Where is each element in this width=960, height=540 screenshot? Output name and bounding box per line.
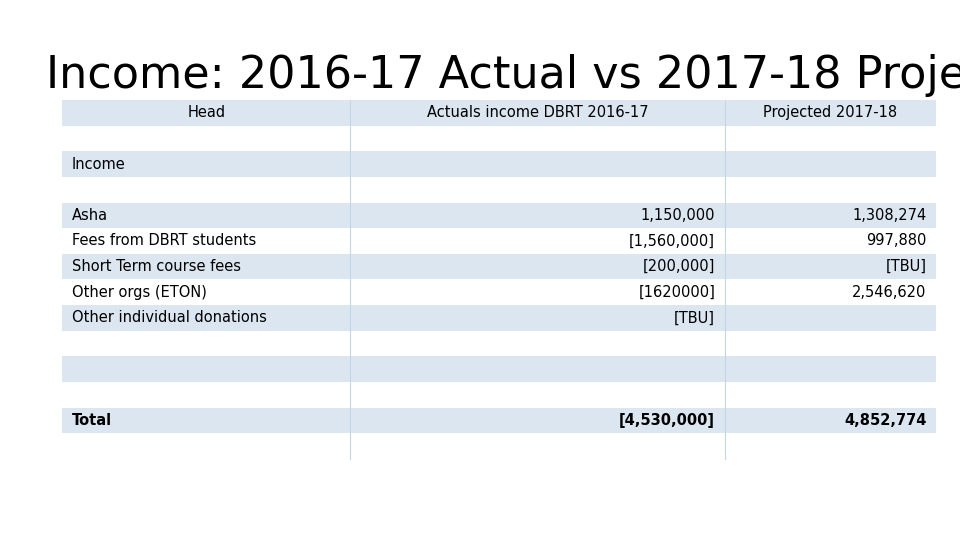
Text: Projected 2017-18: Projected 2017-18 xyxy=(763,105,898,120)
Bar xyxy=(62,330,936,356)
Text: [TBU]: [TBU] xyxy=(674,310,715,326)
Text: 4,852,774: 4,852,774 xyxy=(844,413,926,428)
Bar xyxy=(62,228,936,254)
Text: Short Term course fees: Short Term course fees xyxy=(72,259,241,274)
Bar xyxy=(62,434,936,459)
Text: Head: Head xyxy=(187,105,226,120)
Bar xyxy=(62,151,936,177)
Bar xyxy=(62,305,936,330)
Text: Fees from DBRT students: Fees from DBRT students xyxy=(72,233,256,248)
Bar xyxy=(62,177,936,202)
Text: Income: Income xyxy=(72,157,126,172)
Bar xyxy=(62,100,936,126)
Text: 1,308,274: 1,308,274 xyxy=(852,208,926,223)
Text: Income: 2016-17 Actual vs 2017-18 Projected: Income: 2016-17 Actual vs 2017-18 Projec… xyxy=(46,54,960,97)
Bar xyxy=(62,382,936,408)
Bar xyxy=(62,356,936,382)
Text: 1,150,000: 1,150,000 xyxy=(640,208,715,223)
Bar xyxy=(62,408,936,434)
Text: [4,530,000]: [4,530,000] xyxy=(619,413,715,428)
Text: Asha: Asha xyxy=(72,208,108,223)
Bar xyxy=(62,280,936,305)
Text: 2,546,620: 2,546,620 xyxy=(852,285,926,300)
Text: 997,880: 997,880 xyxy=(866,233,926,248)
Bar xyxy=(62,202,936,228)
Text: [TBU]: [TBU] xyxy=(885,259,926,274)
Text: [200,000]: [200,000] xyxy=(643,259,715,274)
Text: [1,560,000]: [1,560,000] xyxy=(629,233,715,248)
Text: Actuals income DBRT 2016-17: Actuals income DBRT 2016-17 xyxy=(427,105,648,120)
Text: Total: Total xyxy=(72,413,112,428)
Text: Other orgs (ETON): Other orgs (ETON) xyxy=(72,285,206,300)
Text: Other individual donations: Other individual donations xyxy=(72,310,267,326)
Text: [1620000]: [1620000] xyxy=(638,285,715,300)
Bar xyxy=(62,254,936,280)
Bar xyxy=(62,126,936,151)
